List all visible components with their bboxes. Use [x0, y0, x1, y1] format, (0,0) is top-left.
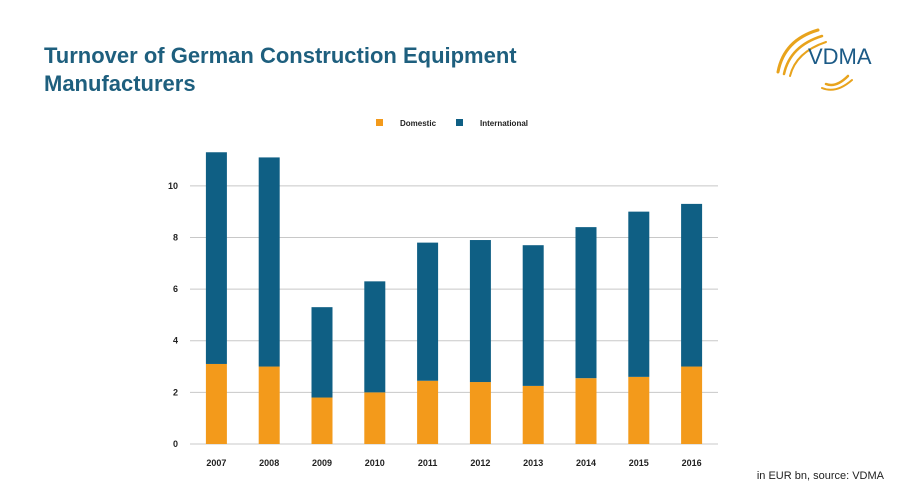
bar-domestic-2009: [311, 397, 333, 444]
bar-domestic-2010: [364, 392, 386, 444]
bar-domestic-2016: [681, 366, 703, 444]
x-tick-label: 2010: [365, 458, 385, 468]
bar-domestic-2012: [469, 382, 491, 444]
bar-international-2014: [575, 227, 597, 379]
y-tick-label: 6: [173, 284, 178, 294]
bar-international-2010: [364, 281, 386, 393]
bar-domestic-2008: [258, 366, 280, 444]
bar-international-2008: [258, 157, 280, 367]
x-tick-label: 2011: [418, 458, 438, 468]
bar-domestic-2014: [575, 378, 597, 444]
bar-international-2016: [681, 203, 703, 367]
x-tick-label: 2015: [629, 458, 649, 468]
bar-domestic-2013: [522, 385, 544, 444]
bar-international-2011: [417, 242, 439, 381]
x-tick-label: 2014: [576, 458, 596, 468]
x-tick-label: 2007: [206, 458, 226, 468]
y-tick-label: 8: [173, 232, 178, 242]
y-tick-label: 0: [173, 439, 178, 449]
bar-international-2007: [205, 152, 227, 364]
bar-domestic-2011: [417, 380, 439, 444]
x-tick-label: 2012: [470, 458, 490, 468]
page-title: Turnover of German Construction Equipmen…: [44, 43, 517, 96]
bar-international-2012: [469, 240, 491, 383]
bar-international-2013: [522, 245, 544, 386]
legend-label-domestic: Domestic: [400, 119, 437, 128]
source-note: in EUR bn, source: VDMA: [756, 470, 884, 482]
vdma-logo-swoosh-icon: [776, 28, 853, 91]
vdma-logo-text: VDMA: [808, 44, 872, 69]
bar-international-2009: [311, 307, 333, 398]
y-tick-label: 4: [173, 336, 178, 346]
y-tick-label: 10: [168, 181, 178, 191]
legend-label-international: International: [480, 119, 528, 128]
bar-international-2015: [628, 211, 650, 377]
bar-domestic-2007: [205, 363, 227, 444]
x-tick-label: 2013: [523, 458, 543, 468]
x-tick-label: 2009: [312, 458, 332, 468]
legend-swatch-domestic: [376, 119, 383, 126]
bar-domestic-2015: [628, 376, 650, 444]
y-tick-label: 2: [173, 387, 178, 397]
legend-swatch-international: [456, 119, 463, 126]
x-tick-label: 2016: [682, 458, 702, 468]
x-tick-label: 2008: [259, 458, 279, 468]
